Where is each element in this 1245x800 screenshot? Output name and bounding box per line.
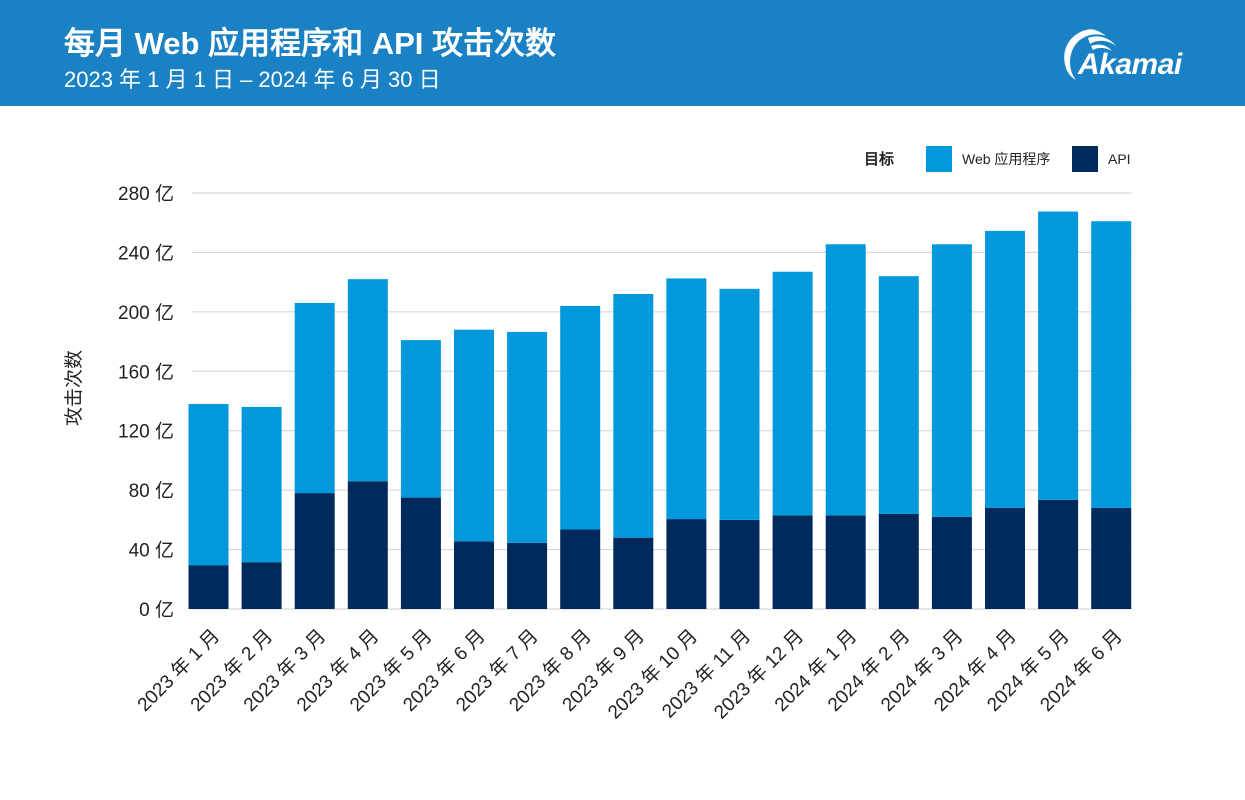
bar-segment-web-app [931,244,972,517]
y-tick-label: 40 亿 [129,540,174,562]
bar-segment-api [719,519,760,609]
bar-segment-web-app [878,276,919,514]
x-tick-label: 2023 年 12 月 [710,625,808,723]
bar-segment-web-app [507,331,548,543]
bar-segment-web-app [188,403,229,566]
bar-segment-web-app [454,329,494,542]
bar-segment-web-app [772,271,813,516]
y-axis-ticks: 0 亿 40 亿 80 亿 120 亿 160 亿 200 亿 240 亿 280 亿 [118,183,174,621]
page-subtitle: 2023 年 1 月 1 日 – 2024 年 6 月 30 日 [64,67,441,92]
y-tick-label: 160 亿 [118,361,174,383]
bar-segment-api [400,497,441,609]
bar-segment-web-app [560,305,601,530]
bar-segment-web-app [241,406,282,563]
legend: 目标 Web 应用程序 API [864,146,1131,172]
bar-segment-web-app [1091,221,1132,508]
y-tick-label: 240 亿 [118,242,174,264]
x-tick-label: 2023 年 10 月 [603,625,701,723]
y-tick-label: 280 亿 [118,183,174,205]
legend-title: 目标 [864,150,894,168]
y-axis-label: 攻击次数 [63,350,85,426]
stacked-bar-chart: 0 亿 40 亿 80 亿 120 亿 160 亿 200 亿 240 亿 280 亿 202… [63,146,1132,723]
bar-segment-api [613,537,654,609]
bar-segment-web-app [347,279,388,482]
bar-segment-api [454,541,494,609]
bar-segment-web-app [985,230,1025,508]
y-tick-label: 80 亿 [129,480,174,502]
bar-segment-web-app [613,294,654,538]
bar-segment-api [1091,507,1132,609]
bar-segment-api [507,542,548,609]
bar-segment-api [560,529,601,609]
legend-label: API [1108,151,1131,167]
bar-segment-api [825,515,866,609]
y-tick-label: 200 亿 [118,302,174,324]
legend-swatch [926,146,952,172]
bar-segment-web-app [719,288,760,520]
logo-wordmark: Akamai [1078,48,1182,81]
logo-swoosh-icon [1064,29,1116,80]
akamai-logo: Akamai [1058,22,1208,86]
bar-segment-api [188,565,229,609]
bar-segment-api [294,493,335,609]
bar-segment-api [241,562,282,609]
bar-segment-web-app [825,244,866,516]
bar-segment-api [772,515,813,609]
header-banner: 每月 Web 应用程序和 API 攻击次数 2023 年 1 月 1 日 – 2… [0,0,1245,106]
bar-segment-api [931,516,972,609]
page-title: 每月 Web 应用程序和 API 攻击次数 [64,26,557,61]
bar-segment-api [985,507,1025,609]
bar-segment-api [1038,499,1079,609]
legend-label: Web 应用程序 [962,151,1050,167]
y-tick-label: 0 亿 [139,599,174,621]
bar-segment-api [878,513,919,609]
y-tick-label: 120 亿 [118,421,174,443]
bar-segment-web-app [294,302,335,494]
bar-segment-web-app [1038,211,1079,500]
bar-segment-web-app [666,278,707,520]
bar-segment-web-app [400,340,441,498]
bars [188,211,1132,609]
bar-segment-api [347,481,388,609]
legend-swatch [1072,146,1098,172]
bar-segment-api [666,519,707,609]
